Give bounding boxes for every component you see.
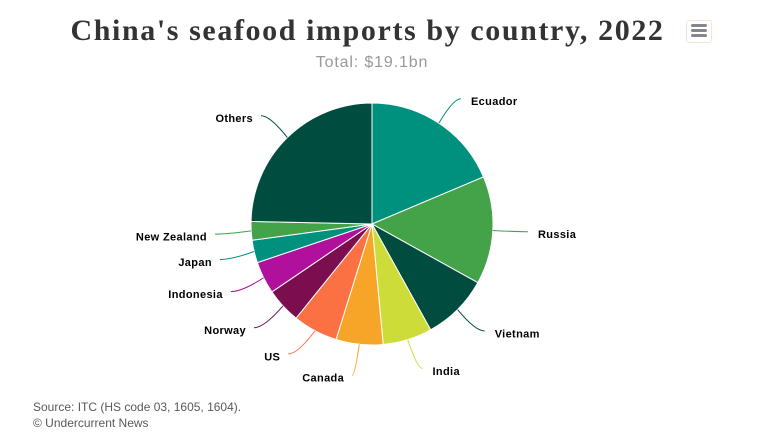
svg-text:Vietnam: Vietnam: [495, 328, 540, 340]
svg-text:Canada: Canada: [302, 373, 344, 385]
svg-text:Ecuador: Ecuador: [471, 96, 518, 108]
svg-text:Japan: Japan: [178, 257, 212, 269]
svg-text:US: US: [264, 351, 280, 363]
svg-text:Norway: Norway: [204, 325, 246, 337]
svg-text:New Zealand: New Zealand: [136, 231, 207, 243]
svg-text:India: India: [433, 366, 461, 378]
svg-text:Others: Others: [215, 113, 253, 125]
svg-text:Russia: Russia: [538, 229, 577, 241]
svg-text:Indonesia: Indonesia: [168, 289, 223, 301]
